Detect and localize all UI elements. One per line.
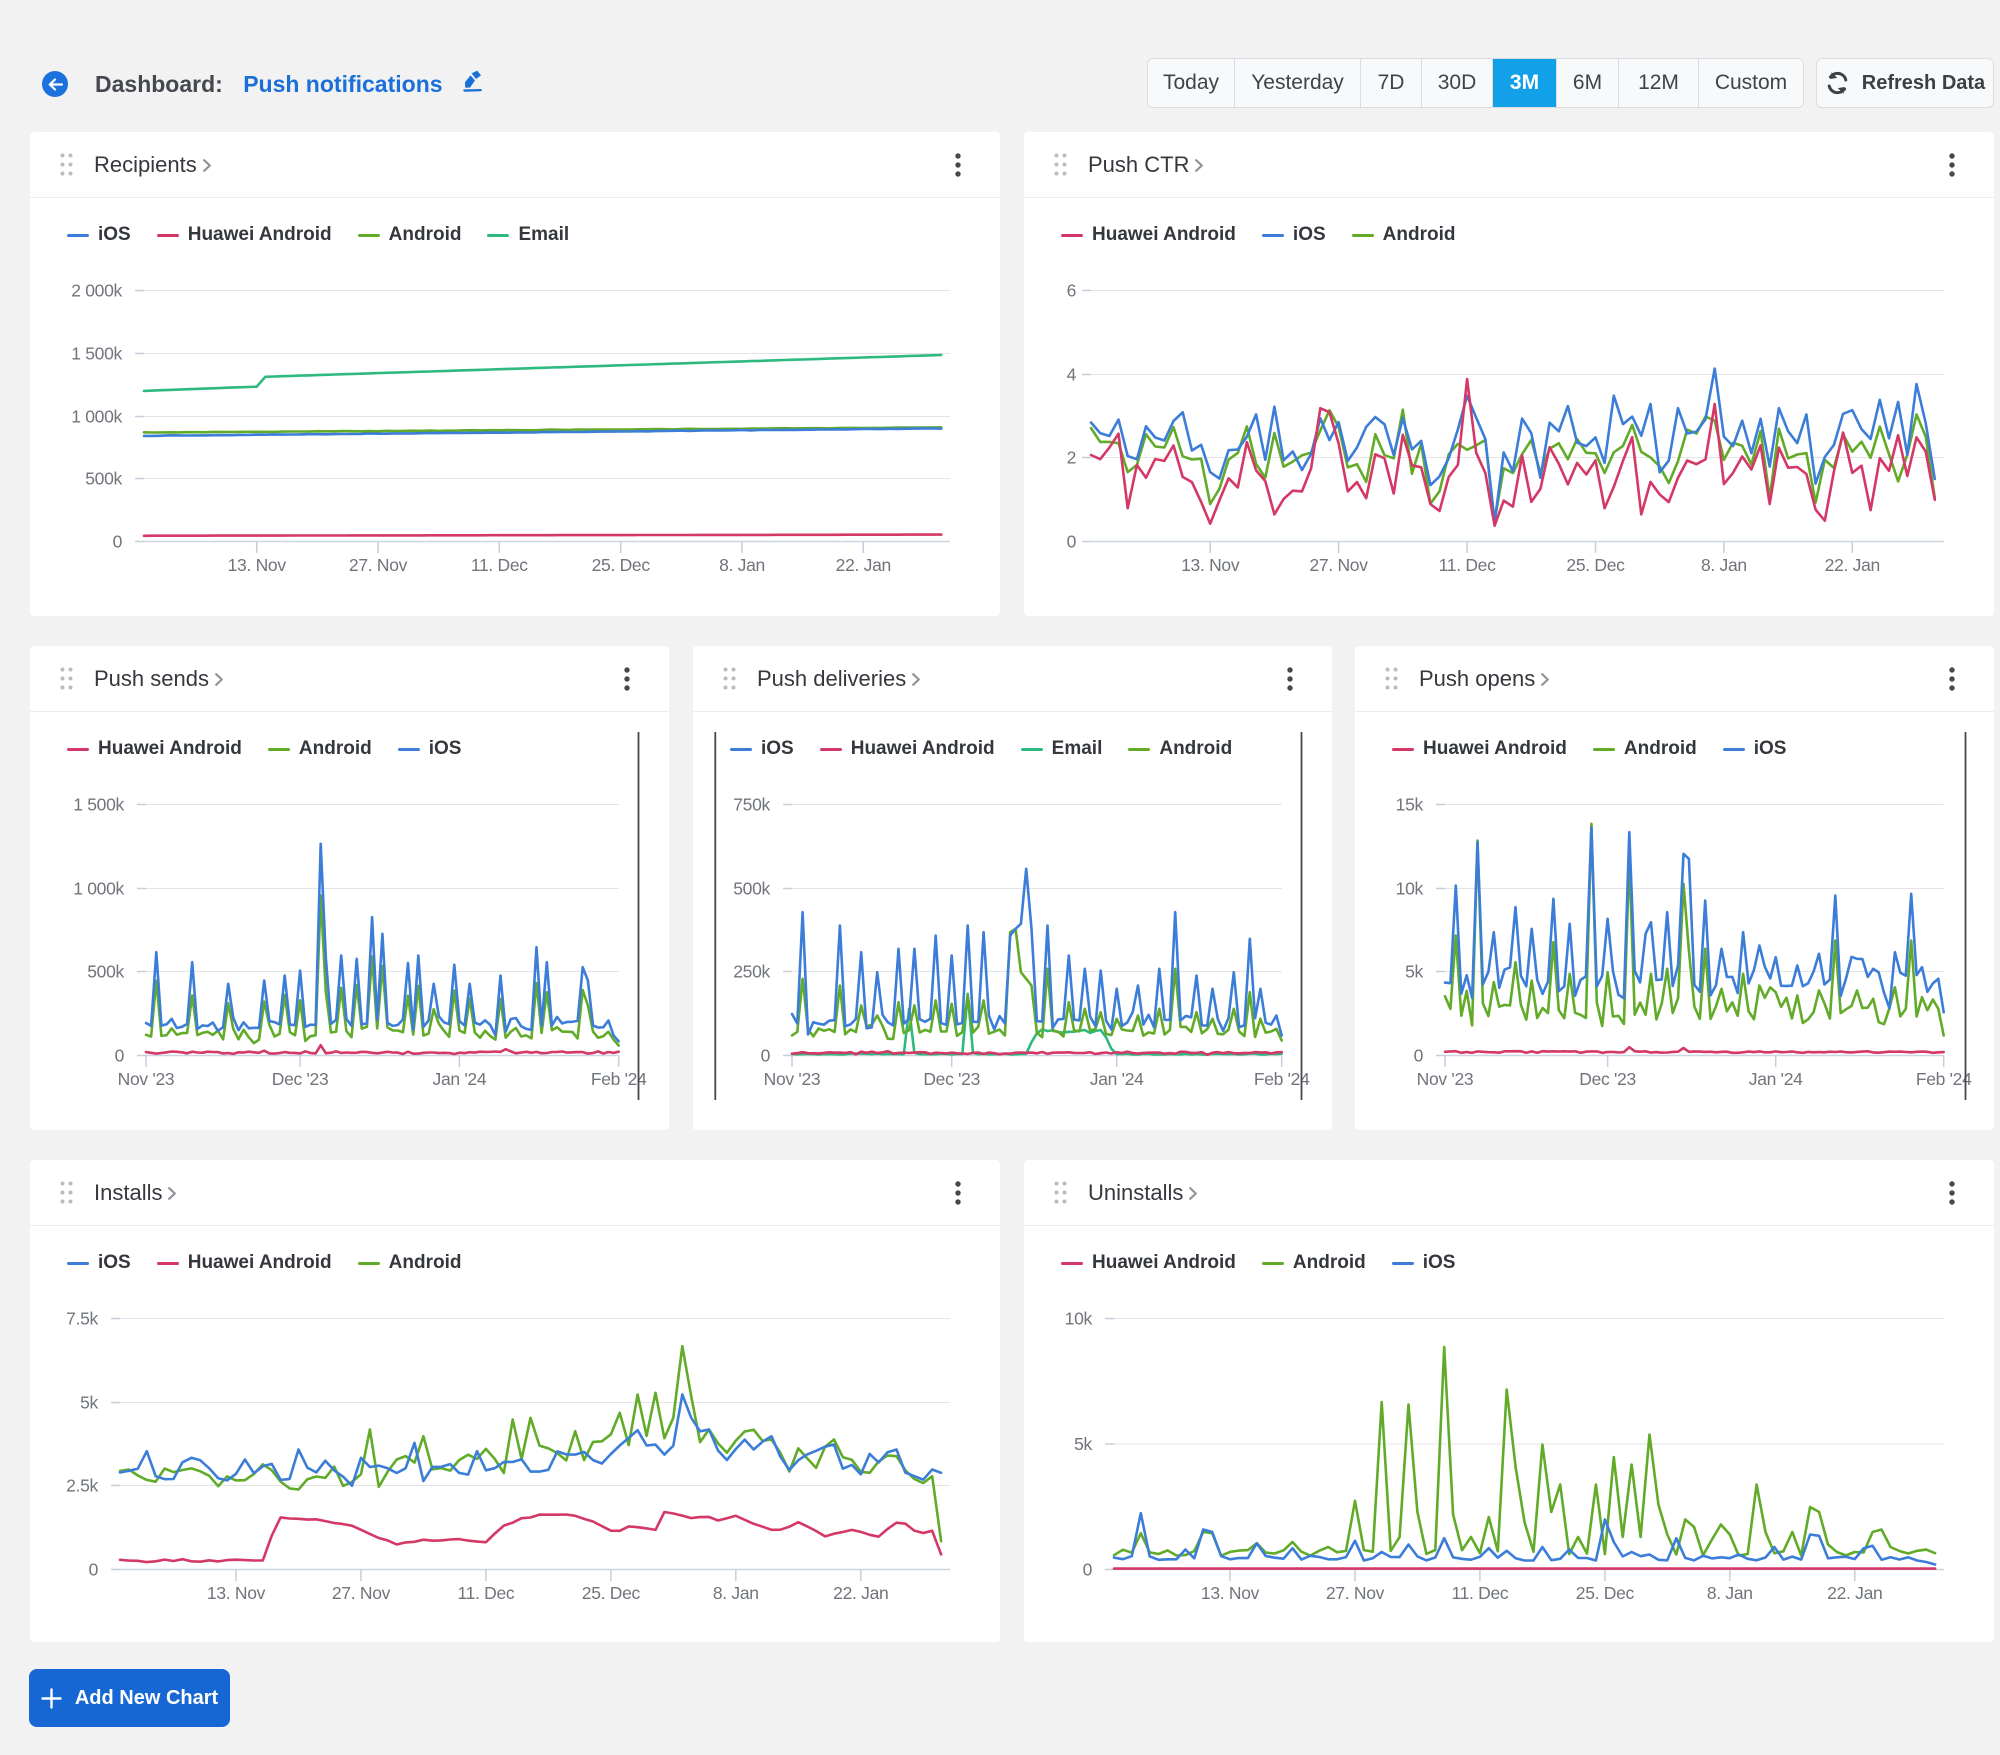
svg-text:250k: 250k	[733, 962, 770, 982]
svg-text:22. Jan: 22. Jan	[833, 1583, 888, 1603]
svg-text:Nov '23: Nov '23	[1417, 1069, 1474, 1089]
svg-text:Jan '24: Jan '24	[433, 1069, 487, 1089]
svg-text:8. Jan: 8. Jan	[1701, 555, 1747, 575]
svg-text:27. Nov: 27. Nov	[1326, 1583, 1385, 1603]
svg-text:4: 4	[1067, 365, 1077, 385]
svg-text:1 000k: 1 000k	[73, 879, 124, 899]
svg-text:Feb '24: Feb '24	[1254, 1069, 1310, 1089]
svg-text:8. Jan: 8. Jan	[713, 1583, 759, 1603]
svg-text:15k: 15k	[1396, 795, 1424, 815]
svg-text:0: 0	[89, 1560, 99, 1580]
svg-text:25. Dec: 25. Dec	[1566, 555, 1625, 575]
svg-text:1 500k: 1 500k	[71, 344, 122, 364]
svg-text:0: 0	[1067, 532, 1077, 552]
svg-text:Jan '24: Jan '24	[1749, 1069, 1803, 1089]
svg-text:1 500k: 1 500k	[73, 795, 124, 815]
svg-text:25. Dec: 25. Dec	[1576, 1583, 1635, 1603]
svg-text:8. Jan: 8. Jan	[719, 555, 765, 575]
svg-text:2: 2	[1067, 448, 1076, 468]
svg-text:5k: 5k	[1405, 962, 1423, 982]
svg-text:13. Nov: 13. Nov	[1201, 1583, 1260, 1603]
svg-text:11. Dec: 11. Dec	[1451, 1583, 1508, 1603]
svg-text:13. Nov: 13. Nov	[207, 1583, 266, 1603]
svg-text:11. Dec: 11. Dec	[471, 555, 528, 575]
svg-text:11. Dec: 11. Dec	[1439, 555, 1496, 575]
svg-text:1 000k: 1 000k	[71, 407, 122, 427]
svg-text:Feb '24: Feb '24	[1916, 1069, 1972, 1089]
svg-text:2.5k: 2.5k	[66, 1476, 98, 1496]
svg-text:22. Jan: 22. Jan	[836, 555, 891, 575]
svg-text:5k: 5k	[80, 1393, 98, 1413]
svg-text:2 000k: 2 000k	[71, 281, 122, 301]
svg-text:Feb '24: Feb '24	[591, 1069, 647, 1089]
svg-text:0: 0	[1083, 1560, 1093, 1580]
svg-text:13. Nov: 13. Nov	[1181, 555, 1240, 575]
svg-text:6: 6	[1067, 281, 1076, 301]
svg-text:25. Dec: 25. Dec	[582, 1583, 641, 1603]
svg-text:Dec '23: Dec '23	[1579, 1069, 1636, 1089]
svg-text:0: 0	[761, 1046, 771, 1066]
svg-text:10k: 10k	[1396, 879, 1424, 899]
svg-text:27. Nov: 27. Nov	[1309, 555, 1368, 575]
svg-text:5k: 5k	[1074, 1434, 1092, 1454]
svg-text:11. Dec: 11. Dec	[457, 1583, 514, 1603]
svg-text:0: 0	[115, 1046, 125, 1066]
svg-text:Nov '23: Nov '23	[118, 1069, 175, 1089]
svg-text:0: 0	[113, 532, 123, 552]
svg-text:500k: 500k	[87, 962, 124, 982]
svg-text:0: 0	[1414, 1046, 1424, 1066]
svg-text:750k: 750k	[733, 795, 770, 815]
svg-text:7.5k: 7.5k	[66, 1309, 98, 1329]
svg-text:13. Nov: 13. Nov	[228, 555, 287, 575]
svg-text:500k: 500k	[733, 879, 770, 899]
svg-text:Dec '23: Dec '23	[923, 1069, 980, 1089]
svg-text:Nov '23: Nov '23	[764, 1069, 821, 1089]
svg-text:27. Nov: 27. Nov	[349, 555, 408, 575]
svg-text:8. Jan: 8. Jan	[1707, 1583, 1753, 1603]
svg-text:25. Dec: 25. Dec	[592, 555, 651, 575]
svg-text:Jan '24: Jan '24	[1090, 1069, 1144, 1089]
svg-text:22. Jan: 22. Jan	[1825, 555, 1880, 575]
svg-text:Dec '23: Dec '23	[272, 1069, 329, 1089]
svg-text:500k: 500k	[85, 469, 122, 489]
svg-text:27. Nov: 27. Nov	[332, 1583, 391, 1603]
svg-text:22. Jan: 22. Jan	[1827, 1583, 1882, 1603]
svg-text:10k: 10k	[1065, 1309, 1093, 1329]
